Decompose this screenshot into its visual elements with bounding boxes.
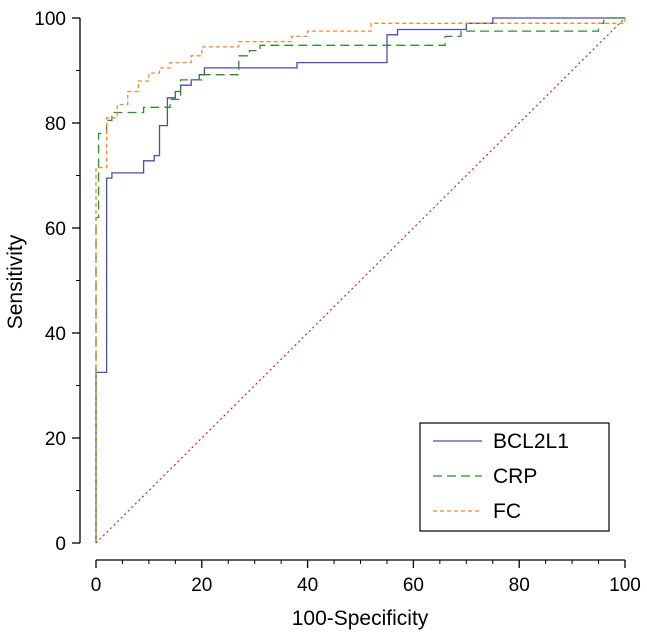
- series-line-crp: [95, 17, 625, 543]
- legend-label-crp: CRP: [493, 465, 537, 488]
- x-axis-title: 100-Specificity: [292, 607, 429, 630]
- y-tick-label: 40: [45, 324, 66, 345]
- series-line-fc: [95, 18, 626, 543]
- series-line-bcl2l1: [95, 17, 625, 543]
- x-tick-label: 40: [297, 575, 318, 596]
- x-tick-label: 60: [403, 575, 424, 596]
- y-tick-label: 0: [55, 534, 66, 555]
- legend-label-bcl2l1: BCL2L1: [493, 430, 569, 453]
- x-tick-label: 0: [91, 575, 102, 596]
- legend-label-fc: FC: [493, 500, 521, 523]
- y-tick-label: 80: [45, 114, 66, 135]
- legend: BCL2L1 CRP FC: [419, 422, 610, 532]
- y-tick-label: 100: [34, 9, 66, 30]
- x-tick-label: 100: [609, 575, 641, 596]
- series-line-reference: [95, 17, 626, 544]
- y-tick-label: 60: [45, 219, 66, 240]
- x-tick-label: 20: [191, 575, 212, 596]
- y-axis-title: Sensitivity: [4, 234, 27, 329]
- y-tick-label: 20: [45, 429, 66, 450]
- tick-group: 0 20 40 60 80 100 0 20 40 60 80 100: [34, 9, 641, 596]
- x-tick-label: 80: [509, 575, 530, 596]
- series-layer: [95, 17, 626, 544]
